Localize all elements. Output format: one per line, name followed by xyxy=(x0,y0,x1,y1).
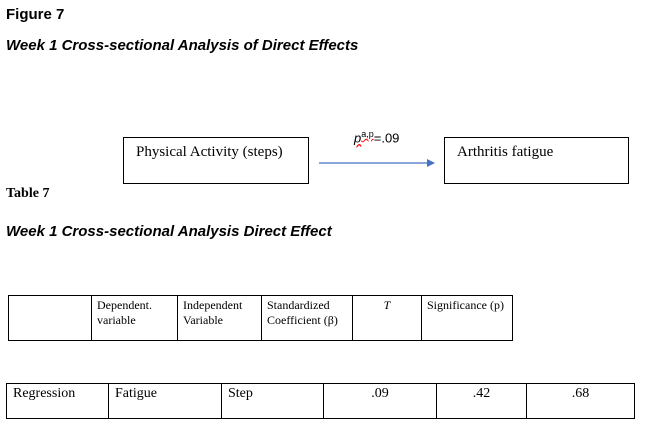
cell: .09 xyxy=(323,383,437,419)
data-table: Regression Fatigue Step .09 .42 .68 xyxy=(6,383,635,419)
table-title: Week 1 Cross-sectional Analysis Direct E… xyxy=(6,223,332,240)
cell: Regression xyxy=(6,383,109,419)
node: Physical Activity (steps) xyxy=(123,137,309,184)
cell: .42 xyxy=(436,383,527,419)
table-label: Table 7 xyxy=(6,186,50,201)
edge-value: =.09 xyxy=(373,130,400,146)
figure-title: Week 1 Cross-sectional Analysis of Direc… xyxy=(6,37,359,54)
arrow xyxy=(319,159,435,167)
cell: Step xyxy=(221,383,324,419)
cell: .68 xyxy=(526,383,635,419)
header-cell: Standardized Coefficient (β) xyxy=(261,295,353,341)
empty-cell xyxy=(8,295,92,341)
header-cell: Independent Variable xyxy=(177,295,262,341)
edge-superscript: a,p xyxy=(361,129,374,139)
cell: Fatigue xyxy=(108,383,222,419)
header-table: Dependent. variable Independent Variable… xyxy=(8,295,513,341)
edge-label: pa,p=.09 xyxy=(354,129,399,145)
header-cell: Significance (p) xyxy=(421,295,513,341)
header-cell: Dependent. variable xyxy=(91,295,178,341)
figure-label: Figure 7 xyxy=(6,6,65,23)
node: Arthritis fatigue xyxy=(444,137,629,184)
edge-symbol: p xyxy=(354,130,362,146)
header-cell: T xyxy=(352,295,422,341)
